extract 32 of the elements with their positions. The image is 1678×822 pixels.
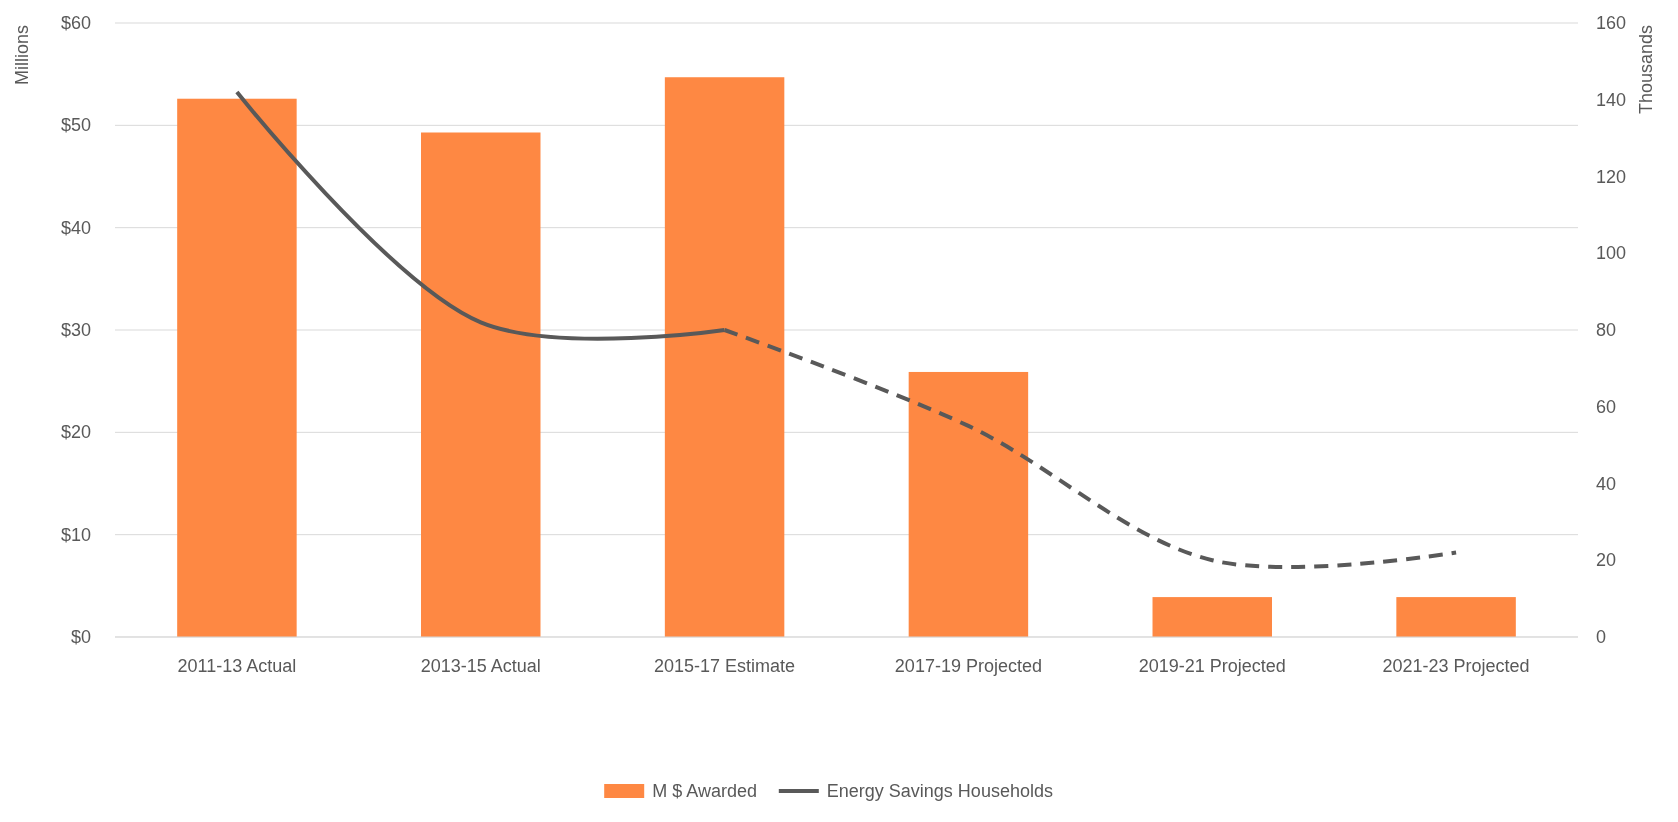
x-tick-label: 2013-15 Actual [420,656,541,676]
y-tick-label: $30 [60,320,91,340]
y-tick-label: $60 [60,13,91,33]
y2-tick-label: 100 [1596,243,1627,264]
y-axis-title: Millions [12,25,32,86]
bar [1396,597,1516,637]
bar [177,98,297,637]
y2-tick-label: 140 [1596,89,1627,110]
legend-label: M $ Awarded [652,781,757,801]
legend-label: Energy Savings Households [826,781,1053,801]
x-tick-label: 2021-23 Projected [1382,656,1530,676]
bar [421,132,541,637]
y2-tick-label: 60 [1596,396,1617,417]
y-tick-label: $20 [60,422,91,443]
y2-tick-label: 20 [1596,550,1617,571]
y2-tick-label: 40 [1596,473,1617,494]
bar [1152,597,1272,637]
y2-tick-label: 0 [1596,627,1607,647]
bar [664,77,785,637]
y2-axis-title: Thousands [1636,25,1656,115]
y-tick-label: $0 [70,627,91,647]
y-tick-label: $40 [60,217,91,238]
x-tick-label: 2019-21 Projected [1138,656,1286,676]
x-tick-label: 2017-19 Projected [894,656,1042,676]
y-tick-label: $10 [60,524,91,545]
y-tick-label: $50 [60,115,91,136]
x-tick-label: 2015-17 Estimate [654,656,796,676]
y2-tick-label: 120 [1596,166,1627,187]
bar [908,371,1029,637]
x-tick-label: 2011-13 Actual [177,656,297,676]
y2-tick-label: 80 [1596,320,1617,340]
y2-tick-label: 160 [1596,13,1627,33]
